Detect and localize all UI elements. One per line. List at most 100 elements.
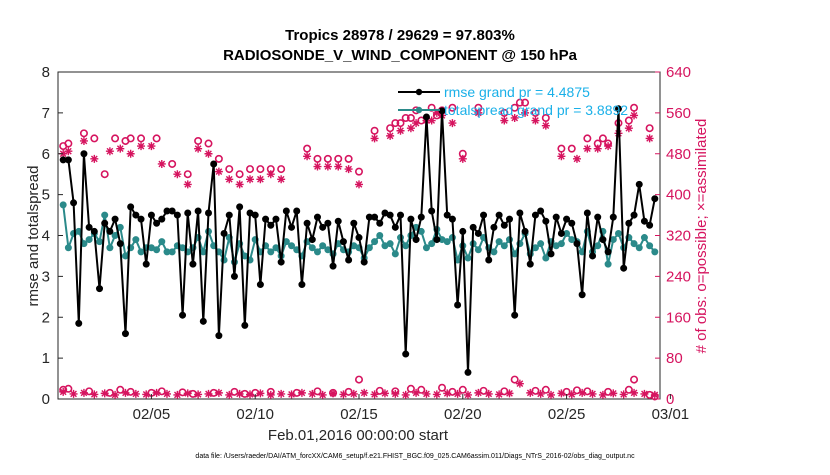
rmse-point [500, 221, 508, 229]
rmse-point [614, 105, 622, 113]
assimilated-count-marker [604, 142, 613, 151]
assimilated-count-marker [266, 170, 275, 179]
rmse-point [568, 219, 576, 227]
rmse-point [199, 317, 207, 325]
assimilated-count-marker [510, 113, 519, 122]
assimilated-count-marker [458, 154, 467, 163]
y-tick-label: 0 [42, 391, 50, 408]
assimilated-count-marker-low [588, 389, 597, 398]
rmse-point [589, 252, 597, 260]
rmse-point [106, 227, 114, 235]
assimilated-count-marker-low [526, 388, 535, 397]
rmse-point [288, 223, 296, 231]
possible-count-marker-low [624, 385, 633, 394]
totalspread-point [121, 252, 129, 260]
rmse-point [127, 203, 135, 211]
assimilated-count-marker [157, 159, 166, 168]
rmse-point [153, 219, 161, 227]
totalspread-point [646, 242, 654, 250]
totalspread-point [402, 242, 410, 250]
assimilated-count-marker-low [266, 390, 275, 399]
totalspread-point [614, 229, 622, 237]
y-axis-label: rmse and totalspread [25, 166, 42, 307]
x-tick-label: 02/15 [340, 406, 378, 423]
assimilated-count-marker [557, 152, 566, 161]
assimilated-count-marker [79, 136, 88, 145]
possible-count-marker [624, 116, 633, 125]
rmse-point [158, 215, 166, 223]
rmse-point [397, 211, 405, 219]
rmse-point [230, 272, 238, 280]
possible-count-marker [152, 134, 161, 143]
possible-count-marker [515, 98, 524, 107]
possible-count-marker-low [354, 375, 363, 384]
rmse-point [355, 234, 363, 242]
rmse-point [485, 256, 493, 264]
possible-count-marker [79, 129, 88, 138]
rmse-point [552, 213, 560, 221]
rmse-point [137, 215, 145, 223]
totalspread-point [96, 238, 104, 246]
rmse-point [469, 223, 477, 231]
possible-count-marker [323, 154, 332, 163]
assimilated-count-marker-low [173, 390, 182, 399]
assimilated-count-marker-low [256, 389, 265, 398]
possible-count-marker [168, 159, 177, 168]
assimilated-count-marker-low [505, 389, 514, 398]
totalspread-point [640, 234, 648, 242]
totalspread-point [391, 250, 399, 258]
totalspread-point [464, 254, 472, 262]
assimilated-count-marker-low [536, 389, 545, 398]
assimilated-count-marker [572, 154, 581, 163]
assimilated-count-marker-low [609, 389, 618, 398]
rmse-point [179, 311, 187, 319]
rmse-point [267, 221, 275, 229]
rmse-point [303, 219, 311, 227]
assimilated-count-marker [645, 134, 654, 143]
rmse-point [236, 203, 244, 211]
assimilated-count-marker [194, 144, 203, 153]
possible-count-marker [194, 136, 203, 145]
assimilated-count-marker [225, 175, 234, 184]
totalspread-point [500, 242, 508, 250]
y2-tick-label: 400 [666, 187, 691, 204]
totalspread-point [651, 248, 659, 256]
rmse-point [189, 260, 197, 268]
assimilated-count-marker-low [152, 388, 161, 397]
assimilated-count-marker [204, 149, 213, 158]
rmse-point [345, 256, 353, 264]
x-tick-label: 02/20 [444, 406, 482, 423]
y-tick-label: 4 [42, 228, 50, 245]
legend-marker [415, 88, 423, 96]
y2-tick-label: 560 [666, 105, 691, 122]
assimilated-count-marker [173, 170, 182, 179]
assimilated-count-marker-low [277, 389, 286, 398]
rmse-point [511, 311, 519, 319]
rmse-point [583, 209, 591, 217]
assimilated-count-marker [137, 142, 146, 151]
rmse-point [433, 236, 441, 244]
rmse-point [251, 211, 259, 219]
totalspread-point [531, 244, 539, 252]
rmse-point [360, 258, 368, 266]
rmse-point [635, 180, 643, 188]
totalspread-point [428, 240, 436, 248]
assimilated-count-marker-low [131, 389, 140, 398]
assimilated-count-marker [147, 142, 156, 151]
rmse-point [205, 209, 212, 217]
assimilated-count-marker-low [246, 390, 255, 399]
totalspread-point [158, 238, 166, 246]
assimilated-count-marker [355, 180, 363, 189]
possible-count-marker [246, 165, 255, 174]
possible-count-marker-low [116, 385, 125, 394]
assimilated-count-marker-low [297, 388, 306, 397]
assimilated-count-marker-low [225, 390, 234, 399]
assimilated-count-marker-low [619, 390, 628, 399]
totalspread-point [365, 244, 373, 252]
totalspread-point [313, 248, 321, 256]
possible-count-marker [225, 165, 234, 174]
rmse-point [194, 207, 202, 215]
chart-title: Tropics 28978 / 29629 = 97.803% [285, 27, 515, 44]
y-tick-label: 2 [42, 309, 50, 326]
series-lines [59, 105, 659, 376]
